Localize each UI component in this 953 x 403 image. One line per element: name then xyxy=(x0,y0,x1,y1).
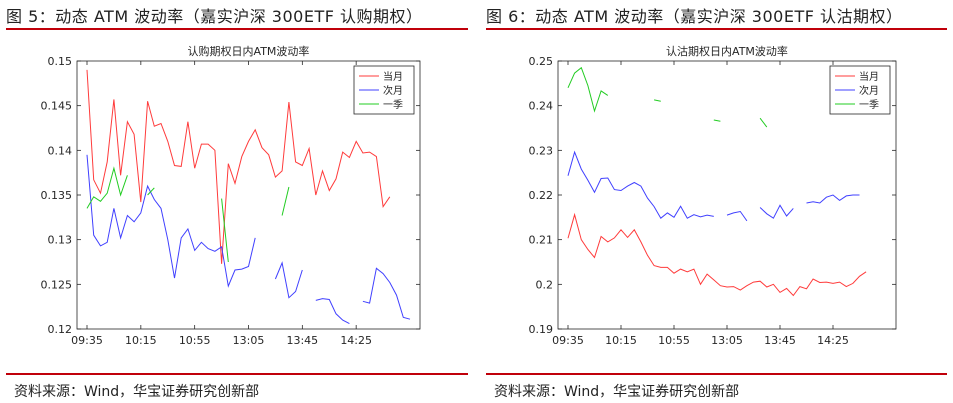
y-tick-label: 0.19 xyxy=(529,323,554,336)
x-tick-label: 10:15 xyxy=(125,334,157,347)
y-tick-label: 0.21 xyxy=(529,234,554,247)
y-tick-label: 0.145 xyxy=(41,100,73,113)
series-line-2 xyxy=(362,267,411,320)
y-tick-label: 0.2 xyxy=(536,278,554,291)
y-tick-label: 0.25 xyxy=(529,55,554,68)
x-tick-label: 14:25 xyxy=(340,334,372,347)
x-tick-label: 10:15 xyxy=(605,334,637,347)
source-rule xyxy=(6,373,468,375)
put-option-chart: 认沽期权日内ATM波动率 0.19 0.2 0.21 0.22 0.23 0.24 0.25 0… xyxy=(529,44,897,347)
legend-label: 一季 xyxy=(859,99,879,111)
call-option-chart: 认购期权日内ATM波动率 0.12 0.125 0.13 0.135 0.14 0.145 0… xyxy=(41,44,421,347)
x-tick-label: 13:45 xyxy=(286,334,318,347)
x-tick-label: 13:45 xyxy=(764,334,796,347)
series-line-2 xyxy=(274,261,303,299)
series-line-3 xyxy=(221,198,229,263)
title-rule xyxy=(6,28,468,30)
series-line-2 xyxy=(86,154,256,288)
y-tick-label: 0.13 xyxy=(48,234,73,247)
legend-label: 次月 xyxy=(859,84,879,97)
legend-label: 次月 xyxy=(383,84,403,97)
legend-label: 一季 xyxy=(383,99,403,111)
series-line-2 xyxy=(726,210,748,222)
legend-label: 当月 xyxy=(383,70,403,83)
source-note: 资料来源：Wind，华宝证券研究创新部 xyxy=(494,384,740,400)
y-tick-label: 0.135 xyxy=(41,189,73,202)
y-tick-label: 0.23 xyxy=(529,144,554,157)
x-tick-label: 09:35 xyxy=(552,334,584,347)
series-line-1 xyxy=(86,69,391,264)
y-tick-label: 0.24 xyxy=(529,100,554,113)
y-tick-label: 0.14 xyxy=(48,144,73,157)
series-line-3 xyxy=(654,99,661,102)
y-tick-label: 0.22 xyxy=(529,189,554,202)
source-rule xyxy=(486,373,947,375)
series-line-3 xyxy=(567,66,609,113)
series-line-3 xyxy=(713,119,721,122)
series-line-2 xyxy=(315,298,350,325)
series-line-3 xyxy=(86,166,128,209)
series-line-3 xyxy=(147,187,155,196)
series-line-2 xyxy=(567,150,714,219)
figure-title: 图 6：动态 ATM 波动率（嘉实沪深 300ETF 认沽期权） xyxy=(486,7,903,26)
x-tick-label: 10:55 xyxy=(658,334,690,347)
x-tick-label: 14:25 xyxy=(817,334,849,347)
series-line-3 xyxy=(759,117,768,128)
series-line-2 xyxy=(759,204,794,219)
y-tick-label: 0.15 xyxy=(48,55,73,68)
x-tick-label: 13:05 xyxy=(233,334,265,347)
series-line-1 xyxy=(567,212,867,297)
figure-title: 图 5：动态 ATM 波动率（嘉实沪深 300ETF 认购期权） xyxy=(6,7,423,26)
y-tick-label: 0.125 xyxy=(41,278,73,291)
y-tick-label: 0.12 xyxy=(48,323,73,336)
x-tick-label: 13:05 xyxy=(711,334,743,347)
title-rule xyxy=(486,28,947,30)
source-note: 资料来源：Wind，华宝证券研究创新部 xyxy=(14,384,260,400)
chart-title: 认沽期权日内ATM波动率 xyxy=(666,44,788,58)
series-line-2 xyxy=(806,194,860,204)
legend-label: 当月 xyxy=(859,70,879,83)
chart-title: 认购期权日内ATM波动率 xyxy=(188,44,310,58)
x-tick-label: 09:35 xyxy=(71,334,103,347)
series-line-3 xyxy=(281,186,290,216)
x-tick-label: 10:55 xyxy=(179,334,211,347)
